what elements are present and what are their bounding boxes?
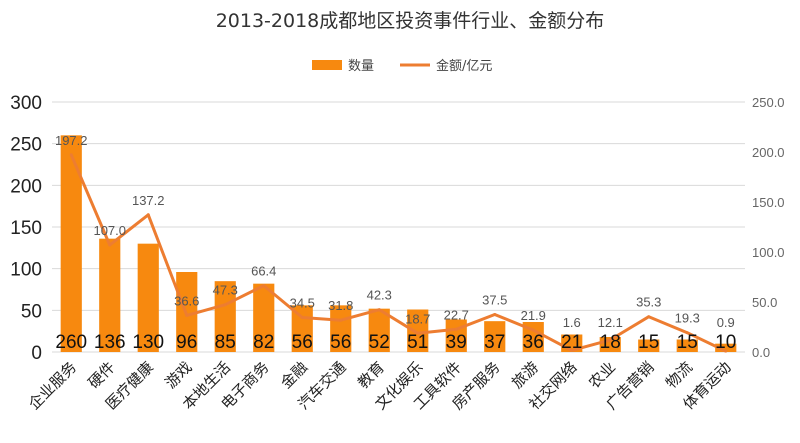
- line-point: [146, 213, 150, 217]
- line-point: [300, 316, 304, 319]
- bar: [715, 343, 737, 352]
- line-data-label: 34.5: [290, 296, 315, 311]
- line-point: [570, 348, 574, 352]
- line-series: [69, 154, 727, 353]
- bar-data-label: 82: [253, 332, 274, 353]
- bar-data-label: 15: [638, 332, 659, 353]
- legend-line-label: 金额/亿元: [436, 58, 492, 74]
- bar-data-label: 39: [446, 332, 467, 353]
- bar: [638, 339, 660, 352]
- bar: [407, 309, 429, 352]
- bar-data-label: 18: [600, 332, 621, 353]
- line-point: [454, 327, 458, 331]
- y-left-tick-label: 100: [10, 260, 42, 281]
- y-left-tick-label: 0: [31, 343, 42, 364]
- line-data-label: 66.4: [251, 264, 276, 279]
- y-right-tick-label: 250.0: [752, 95, 785, 110]
- x-tick-label: 农业: [585, 358, 619, 392]
- y-right-tick-label: 50.0: [752, 295, 777, 310]
- line-data-label: 1.6: [563, 315, 581, 330]
- legend-bar-swatch: [312, 60, 342, 70]
- line-data-label: 18.7: [405, 311, 430, 326]
- bar-data-label: 10: [715, 332, 736, 353]
- bar: [60, 135, 82, 352]
- x-tick-label: 硬件: [85, 358, 119, 392]
- bar: [330, 305, 352, 352]
- line-point: [339, 318, 343, 322]
- bar-data-label: 51: [407, 332, 428, 353]
- y-right-tick-label: 200.0: [752, 145, 785, 160]
- line-point: [69, 153, 73, 157]
- line-point: [416, 331, 420, 335]
- line-data-label: 42.3: [367, 288, 392, 303]
- bar-data-label: 52: [369, 332, 390, 353]
- bar-data-label: 96: [176, 332, 197, 353]
- line-data-label: 12.1: [598, 315, 623, 330]
- line-data-label: 36.6: [174, 293, 199, 308]
- bar: [253, 283, 275, 352]
- line-point: [185, 313, 189, 317]
- line-data-label: 37.5: [482, 293, 507, 308]
- y-right-tick-label: 0.0: [752, 345, 770, 360]
- bar-data-label: 36: [523, 332, 544, 353]
- x-tick-label: 金融: [277, 358, 311, 392]
- line-data-label: 0.9: [717, 315, 735, 330]
- line-point: [223, 303, 227, 307]
- line-data-label: 107.0: [93, 223, 126, 238]
- bar: [99, 238, 121, 352]
- x-tick-label: 游戏: [162, 358, 196, 392]
- y-right-tick-label: 100.0: [752, 245, 785, 260]
- line-data-label: 35.3: [636, 295, 661, 310]
- x-tick-label: 旅游: [508, 358, 542, 392]
- line-data-label: 197.2: [55, 133, 88, 148]
- bar-data-label: 56: [330, 332, 351, 353]
- bar-data-label: 37: [484, 332, 505, 353]
- x-tick-label: 教育: [354, 358, 388, 392]
- x-tick-label: 企业服务: [25, 358, 80, 413]
- bar-data-label: 136: [94, 332, 126, 353]
- line-point: [262, 284, 266, 288]
- line-point: [685, 331, 689, 335]
- line-point: [531, 328, 535, 332]
- line-point: [108, 243, 112, 247]
- bar: [137, 243, 159, 352]
- line-data-label: 47.3: [213, 283, 238, 298]
- bar-data-label: 130: [132, 332, 164, 353]
- x-tick-label: 物流: [662, 358, 696, 392]
- legend: 数量 金额/亿元: [312, 58, 492, 74]
- y-right-tick-label: 150.0: [752, 195, 785, 210]
- bar-data-label: 15: [677, 332, 698, 353]
- bar: [214, 281, 236, 352]
- bar: [676, 339, 698, 352]
- bar: [368, 308, 390, 352]
- y-left-tick-label: 250: [10, 135, 42, 156]
- y-left-tick-label: 300: [10, 93, 42, 114]
- line-point: [724, 349, 728, 353]
- bar-data-label: 56: [292, 332, 313, 353]
- line-data-label: 22.7: [444, 307, 469, 322]
- line-point: [493, 313, 497, 316]
- line-data-label: 137.2: [132, 193, 165, 208]
- bar-data-label: 85: [215, 332, 236, 353]
- chart-title: 2013-2018成都地区投资事件行业、金额分布: [216, 10, 605, 32]
- y-left-tick-label: 200: [10, 176, 42, 197]
- bar: [484, 321, 506, 352]
- line-data-label: 19.3: [675, 311, 700, 326]
- legend-bar-label: 数量: [348, 59, 374, 74]
- line-point: [377, 308, 381, 312]
- line-point: [608, 338, 612, 342]
- bar-data-label: 260: [55, 332, 87, 353]
- line-point: [647, 315, 651, 319]
- line-data-label: 21.9: [521, 308, 546, 323]
- y-left-tick-label: 150: [10, 218, 42, 239]
- y-left-tick-label: 50: [21, 301, 42, 322]
- line-data-label: 31.8: [328, 298, 353, 313]
- bar-data-label: 21: [561, 332, 582, 353]
